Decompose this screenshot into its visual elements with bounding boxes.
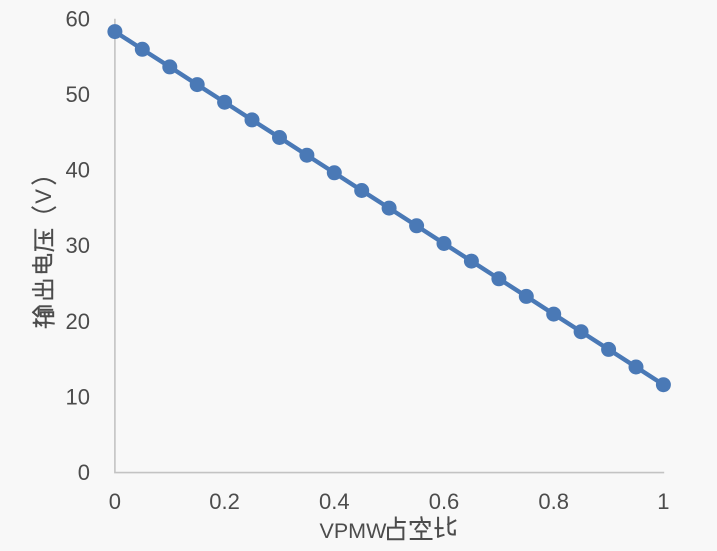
svg-text:0: 0	[109, 489, 121, 514]
svg-text:0.6: 0.6	[429, 489, 460, 514]
svg-text:0.2: 0.2	[209, 489, 240, 514]
svg-text:30: 30	[66, 233, 90, 258]
svg-text:10: 10	[66, 385, 90, 410]
svg-text:0.4: 0.4	[319, 489, 350, 514]
svg-text:20: 20	[66, 309, 90, 334]
svg-text:60: 60	[66, 6, 90, 31]
svg-text:50: 50	[66, 82, 90, 107]
svg-text:VPMW: VPMW	[320, 519, 388, 543]
svg-text:40: 40	[66, 158, 90, 183]
svg-text:1: 1	[657, 489, 669, 514]
svg-text:0: 0	[78, 460, 90, 485]
svg-text:V: V	[31, 189, 56, 204]
svg-text:0.8: 0.8	[538, 489, 569, 514]
